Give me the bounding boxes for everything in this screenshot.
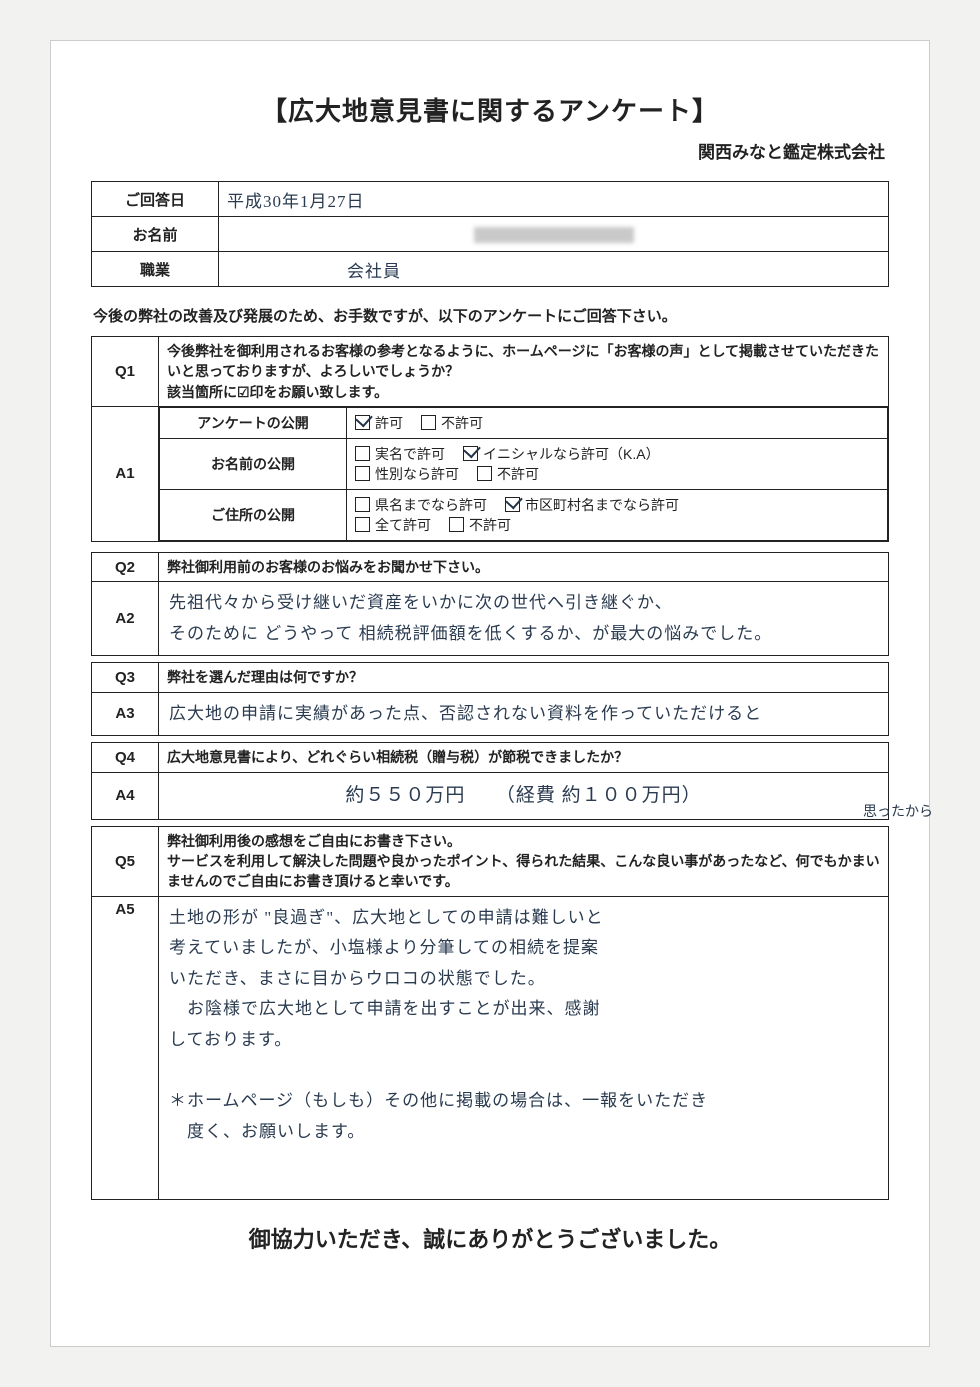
a4-num: A4	[92, 772, 159, 819]
checkbox-label: 実名で許可	[375, 446, 445, 462]
label-date: ご回答日	[92, 182, 219, 217]
q4-text: 広大地意見書により、どれぐらい相続税（贈与税）が節税できましたか？	[159, 743, 889, 772]
checkbox-label: 不許可	[469, 517, 511, 533]
q5-block: Q5 弊社御利用後の感想をご自由にお書き下さい。サービスを利用して解決した問題や…	[91, 826, 889, 1200]
checkbox-label: イニシャルなら許可（K.A）	[483, 446, 660, 462]
a1-row-options: 許可 不許可	[347, 407, 888, 438]
q3-text: 弊社を選んだ理由は何ですか？	[159, 663, 889, 692]
checkbox-option[interactable]: 実名で許可	[355, 444, 445, 464]
q2-text: 弊社御利用前のお客様のお悩みをお聞かせ下さい。	[159, 552, 889, 581]
checkbox-icon	[421, 415, 436, 430]
q5-text: 弊社御利用後の感想をご自由にお書き下さい。サービスを利用して解決した問題や良かっ…	[159, 826, 889, 896]
checkbox-icon	[355, 446, 370, 461]
a5-text: 土地の形が "良過ぎ"、広大地としての申請は難しいと考えていましたが、小塩様より…	[169, 908, 708, 1141]
checkbox-icon	[477, 466, 492, 481]
checkbox-icon	[355, 466, 370, 481]
company-name: 関西みなと鑑定株式会社	[91, 138, 885, 163]
checkbox-option[interactable]: 許可	[355, 413, 403, 433]
checkbox-label: 許可	[375, 415, 403, 431]
a1-row-label: お名前の公開	[160, 438, 347, 489]
a5-num: A5	[92, 896, 159, 1199]
checkbox-label: 不許可	[441, 415, 483, 431]
a1-row-label: ご住所の公開	[160, 489, 347, 540]
a1-options-table: アンケートの公開許可不許可お名前の公開実名で許可イニシャルなら許可（K.A）性別…	[159, 407, 888, 541]
a3-num: A3	[92, 692, 159, 736]
q2-block: Q2 弊社御利用前のお客様のお悩みをお聞かせ下さい。 A2 先祖代々から受け継い…	[91, 552, 889, 656]
a1-num: A1	[92, 406, 159, 541]
checkbox-label: 県名までなら許可	[375, 497, 487, 513]
checkbox-option[interactable]: 不許可	[477, 464, 539, 484]
value-date: 平成30年1月27日	[227, 192, 365, 211]
checkbox-label: 性別なら許可	[375, 466, 459, 482]
respondent-info-table: ご回答日 平成30年1月27日 お名前 職業 会社員	[91, 181, 889, 287]
a4-text: 約５５０万円 （経費 約１００万円）	[345, 785, 701, 806]
q3-num: Q3	[92, 663, 159, 692]
label-name: お名前	[92, 217, 219, 252]
checkbox-option[interactable]: 県名までなら許可	[355, 495, 487, 515]
value-job: 会社員	[347, 262, 401, 281]
q1-text: 今後弊社を御利用されるお客様の参考となるように、ホームページに「お客様の声」とし…	[159, 337, 889, 407]
checkbox-label: 不許可	[497, 466, 539, 482]
a1-row-options: 実名で許可 イニシャルなら許可（K.A） 性別なら許可 不許可	[347, 438, 888, 489]
a3-text: 広大地の申請に実績があった点、否認されない資料を作っていただけると	[169, 704, 762, 723]
q4-num: Q4	[92, 743, 159, 772]
checkbox-icon	[505, 497, 520, 512]
q1-num: Q1	[92, 337, 159, 407]
checkbox-label: 全て許可	[375, 517, 431, 533]
margin-handwriting: 思ったから	[863, 801, 933, 821]
checkbox-option[interactable]: イニシャルなら許可（K.A）	[463, 444, 660, 464]
footer-thanks: 御協力いただき、誠にありがとうございました。	[91, 1222, 889, 1254]
checkbox-option[interactable]: 不許可	[449, 515, 511, 535]
checkbox-option[interactable]: 不許可	[421, 413, 483, 433]
checkbox-option[interactable]: 性別なら許可	[355, 464, 459, 484]
q3-block: Q3 弊社を選んだ理由は何ですか？ A3 広大地の申請に実績があった点、否認され…	[91, 662, 889, 736]
checkbox-icon	[449, 517, 464, 532]
q1-block: Q1 今後弊社を御利用されるお客様の参考となるように、ホームページに「お客様の声…	[91, 336, 889, 542]
q2-num: Q2	[92, 552, 159, 581]
a2-text: 先祖代々から受け継いだ資産をいかに次の世代へ引き継ぐか、そのために どうやって …	[169, 593, 772, 643]
checkbox-icon	[355, 497, 370, 512]
checkbox-icon	[355, 415, 370, 430]
label-job: 職業	[92, 252, 219, 287]
value-name-redacted	[474, 227, 634, 243]
checkbox-icon	[355, 517, 370, 532]
checkbox-option[interactable]: 市区町村名までなら許可	[505, 495, 679, 515]
checkbox-icon	[463, 446, 478, 461]
lead-sentence: 今後の弊社の改善及び発展のため、お手数ですが、以下のアンケートにご回答下さい。	[93, 305, 887, 326]
q5-num: Q5	[92, 826, 159, 896]
a1-row-label: アンケートの公開	[160, 407, 347, 438]
page-title: 【広大地意見書に関するアンケート】	[91, 91, 889, 128]
a1-row-options: 県名までなら許可 市区町村名までなら許可全て許可 不許可	[347, 489, 888, 540]
a2-num: A2	[92, 582, 159, 656]
checkbox-label: 市区町村名までなら許可	[525, 497, 679, 513]
q4-block: Q4 広大地意見書により、どれぐらい相続税（贈与税）が節税できましたか？ A4 …	[91, 742, 889, 819]
checkbox-option[interactable]: 全て許可	[355, 515, 431, 535]
